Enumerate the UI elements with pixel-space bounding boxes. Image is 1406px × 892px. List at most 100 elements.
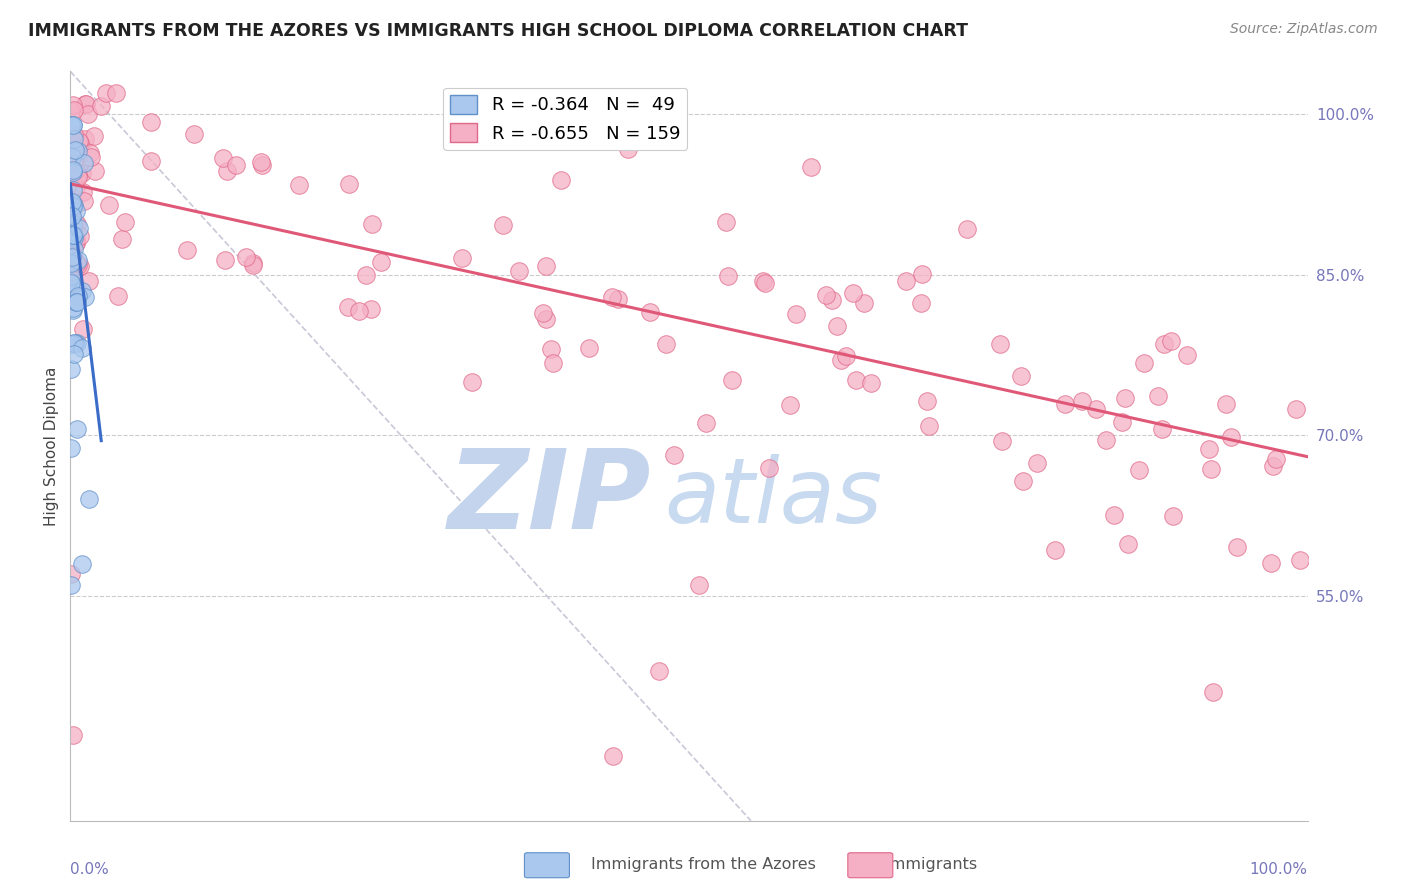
Point: [815, 288, 838, 302]
Point: [1260, 556, 1282, 570]
Point: [83, 129, 105, 144]
Text: 100.0%: 100.0%: [1250, 862, 1308, 877]
Point: [98, 198, 121, 212]
Point: [63, 254, 86, 268]
Point: [62, 303, 84, 318]
Point: [63, 143, 86, 157]
Point: [66, 422, 89, 436]
Point: [59, 104, 82, 119]
Point: [70, 341, 93, 355]
Point: [617, 142, 640, 156]
Point: [77, 491, 100, 506]
Point: [1264, 452, 1286, 467]
Point: [540, 342, 562, 356]
Point: [79, 145, 101, 160]
Point: [721, 373, 744, 387]
Point: [59, 567, 82, 582]
Point: [62, 274, 84, 288]
Point: [600, 290, 623, 304]
Point: [1012, 474, 1035, 488]
Point: [139, 154, 162, 169]
Point: [249, 154, 271, 169]
Point: [648, 664, 671, 678]
Point: [235, 250, 257, 264]
Point: [63, 335, 86, 350]
Point: [60, 578, 83, 592]
Point: [606, 292, 628, 306]
Point: [754, 277, 776, 291]
Point: [63, 103, 86, 117]
Point: [225, 158, 247, 172]
Point: [59, 275, 82, 289]
Point: [1114, 391, 1136, 405]
Point: [65, 163, 87, 178]
Point: [360, 302, 382, 317]
Point: [114, 215, 136, 229]
Point: [60, 141, 83, 155]
Point: [492, 218, 515, 232]
Point: [63, 152, 86, 166]
Point: [67, 258, 90, 272]
Point: [79, 151, 101, 165]
Point: [1201, 461, 1223, 475]
Point: [111, 232, 134, 246]
Point: [1289, 553, 1312, 567]
Point: [72, 156, 94, 170]
Point: [821, 293, 844, 308]
Point: [62, 118, 84, 132]
Point: [59, 118, 82, 132]
Point: [63, 197, 86, 211]
Point: [90, 99, 112, 113]
Point: [717, 269, 740, 284]
Point: [65, 235, 87, 249]
Point: [67, 252, 90, 267]
Point: [450, 252, 472, 266]
Point: [1150, 422, 1173, 436]
Point: [716, 215, 738, 229]
Point: [370, 255, 392, 269]
Point: [354, 268, 377, 282]
Point: [62, 97, 84, 112]
Point: [139, 115, 162, 129]
Point: [66, 170, 89, 185]
Point: [1215, 397, 1237, 411]
Point: [73, 132, 96, 146]
Point: [800, 160, 823, 174]
Point: [60, 194, 83, 209]
Point: [59, 166, 82, 180]
Point: [533, 306, 555, 320]
Point: [534, 311, 557, 326]
Point: [242, 258, 264, 272]
Point: [1175, 348, 1198, 362]
Point: [1043, 542, 1066, 557]
Point: [62, 209, 84, 223]
Point: [252, 158, 274, 172]
Point: [337, 301, 360, 315]
Point: [1161, 508, 1184, 523]
Point: [910, 296, 932, 310]
Point: [991, 434, 1014, 448]
Point: [77, 274, 100, 288]
Point: [59, 204, 82, 219]
Point: [956, 222, 979, 236]
Point: [638, 305, 661, 319]
Point: [918, 419, 941, 434]
Point: [361, 217, 384, 231]
Point: [1261, 458, 1284, 473]
Point: [1133, 356, 1156, 370]
Point: [1198, 442, 1220, 456]
Point: [62, 227, 84, 242]
Point: [785, 307, 807, 321]
Point: [73, 194, 96, 208]
Point: [70, 557, 93, 571]
Point: [65, 295, 87, 310]
Point: [62, 228, 84, 243]
Point: [541, 356, 564, 370]
Point: [1071, 394, 1094, 409]
Point: [752, 274, 775, 288]
Point: [60, 337, 83, 351]
Point: [1128, 463, 1150, 477]
Point: [1160, 334, 1182, 348]
Point: [62, 199, 84, 213]
Point: [1010, 369, 1032, 384]
